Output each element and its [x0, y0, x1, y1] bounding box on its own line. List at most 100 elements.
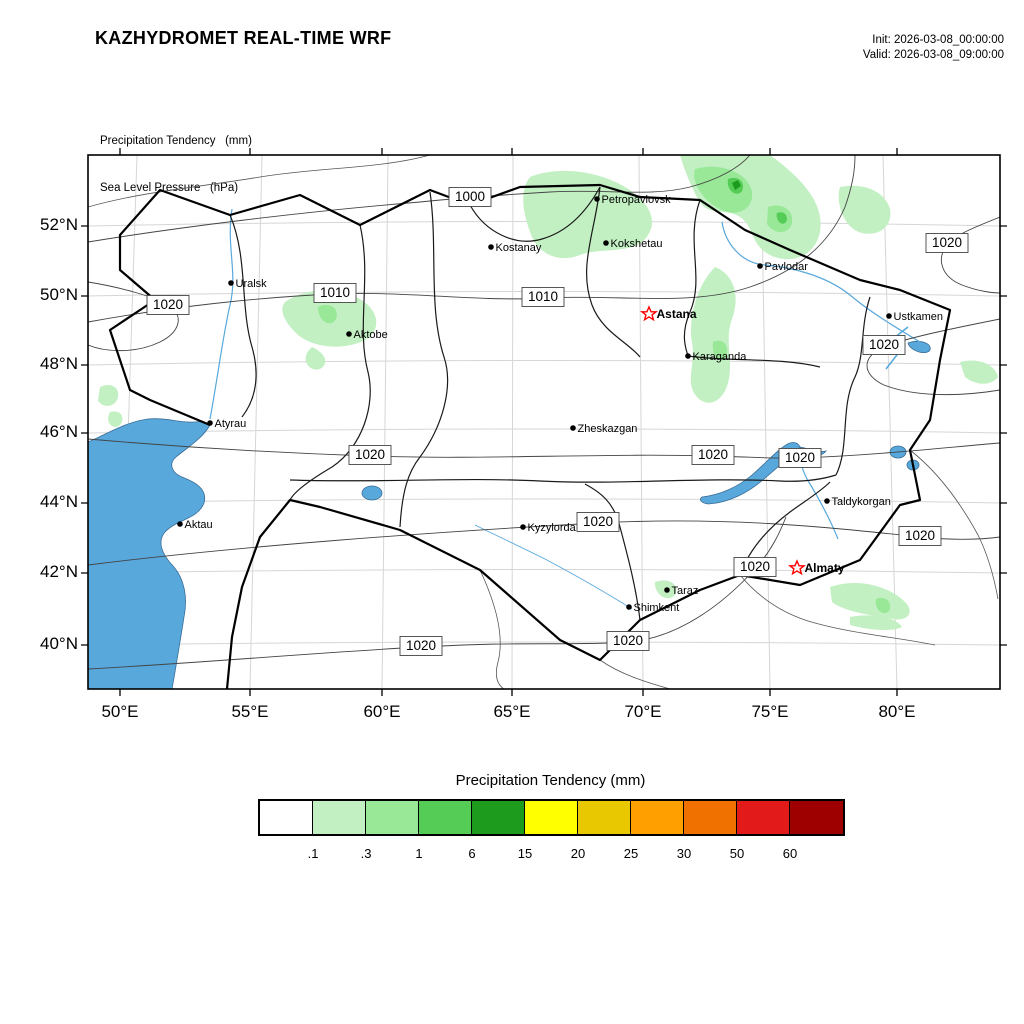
precip-patch-light: [690, 267, 736, 403]
precip-patch-medium: [318, 304, 337, 324]
oblast-boundary: [739, 481, 831, 576]
svg-text:1020: 1020: [153, 297, 183, 312]
isobar: [940, 216, 1000, 294]
model-times: Init: 2026-03-08_00:00:00 Valid: 2026-03…: [863, 33, 1004, 63]
syr-darya-river: [474, 524, 633, 610]
svg-text:1020: 1020: [785, 450, 815, 465]
colorbar-cell: [578, 801, 631, 834]
city-dot: [664, 587, 670, 593]
isobar: [88, 155, 751, 243]
neighbor-border: [909, 449, 999, 600]
city-dot: [626, 604, 632, 610]
pressure-label: 1010: [313, 283, 357, 303]
city-label: Zheskazgan: [578, 423, 638, 435]
legend-tick-label: 1: [415, 846, 423, 861]
field-labels: Precipitation Tendency (mm) Sea Level Pr…: [100, 103, 252, 227]
lon-tick-label: 75°E: [751, 702, 789, 721]
isobar: [866, 318, 1000, 396]
svg-text:1020: 1020: [583, 514, 613, 529]
city-marker: Zheskazgan: [570, 423, 637, 435]
city-marker: Taraz: [664, 585, 698, 597]
city-dot: [603, 240, 609, 246]
svg-text:1020: 1020: [869, 337, 899, 352]
axis-ticks: [81, 148, 1007, 696]
precip-patch-light: [98, 385, 119, 406]
neighbor-country-borders: [88, 155, 999, 689]
precip-patch-heavy: [776, 212, 787, 224]
pressure-label: 1000: [448, 187, 492, 207]
star-icon: [787, 559, 807, 576]
legend-tick-label: 6: [468, 846, 476, 861]
pressure-label: 1020: [691, 445, 735, 465]
isobar: [88, 155, 856, 323]
colorbar-cell: [684, 801, 737, 834]
city-dot: [177, 521, 183, 527]
city-marker: Taldykorgan: [824, 496, 891, 508]
lon-tick-label: 70°E: [624, 702, 662, 721]
city-label: Atyrau: [215, 418, 247, 430]
svg-text:1010: 1010: [320, 285, 350, 300]
init-time: Init: 2026-03-08_00:00:00: [872, 34, 1004, 46]
oblast-boundary: [584, 483, 641, 621]
pressure-label: 1020: [576, 512, 620, 532]
oblast-boundaries: [229, 186, 871, 621]
legend-tick-label: 15: [517, 846, 533, 861]
colorbar-cell: [419, 801, 472, 834]
irtysh-river: [721, 221, 926, 346]
lon-tick-label: 65°E: [493, 702, 531, 721]
city-marker: Karaganda: [685, 351, 747, 363]
city-markers: Petropavlovsk Kostanay Kokshetau Pavloda…: [177, 194, 943, 614]
neighbor-border: [599, 659, 671, 689]
city-dot: [346, 331, 352, 337]
city-dot: [488, 244, 494, 250]
isobar-contours: [88, 155, 1000, 670]
city-label: Taldykorgan: [832, 496, 891, 508]
pressure-label: 1020: [348, 445, 392, 465]
pressure-label: 1020: [925, 233, 969, 253]
colorbar-cell: [366, 801, 419, 834]
neighbor-border: [88, 155, 431, 208]
capital-marker: Almaty: [787, 559, 845, 576]
aral-sea-tip: [361, 485, 383, 501]
city-label: Aktau: [185, 519, 213, 531]
precip-patch-medium: [712, 340, 728, 361]
isobar: [88, 438, 1000, 459]
city-label: Shimkent: [634, 602, 680, 614]
city-marker: Petropavlovsk: [594, 194, 671, 206]
legend-tick-label: 25: [623, 846, 639, 861]
precip-patch-intense: [732, 180, 741, 190]
city-marker: Kokshetau: [603, 238, 662, 250]
page-title: KAZHYDROMET REAL-TIME WRF: [95, 28, 392, 48]
lat-tick-label: 52°N: [40, 215, 78, 234]
rivers: [209, 208, 926, 610]
city-marker: Aktau: [177, 519, 213, 531]
pressure-label: 1020: [146, 295, 190, 315]
city-label: Kyzylorda: [528, 522, 577, 534]
valid-time: Valid: 2026-03-08_09:00:00: [862, 48, 1004, 61]
city-marker: Pavlodar: [757, 261, 808, 273]
oblast-boundary: [586, 186, 641, 358]
city-marker: Uralsk: [228, 278, 267, 290]
city-label: Taraz: [672, 585, 699, 597]
neighbor-border: [739, 574, 936, 646]
pressure-label: 1010: [521, 287, 565, 307]
city-dot: [685, 353, 691, 359]
city-label: Uralsk: [236, 278, 268, 290]
oblast-boundary: [229, 214, 257, 418]
colorbar-cell: [737, 801, 790, 834]
lat-tick-label: 42°N: [40, 562, 78, 581]
city-marker: Kyzylorda: [520, 522, 577, 534]
kazakhstan-border: [108, 183, 952, 689]
lat-tick-label: 40°N: [40, 634, 78, 653]
ural-river: [209, 208, 234, 420]
pressure-label: 1020: [733, 557, 777, 577]
pressure-label: 1020: [898, 526, 942, 546]
capital-label: Astana: [657, 307, 697, 321]
legend-tick-label: .1: [307, 846, 319, 861]
legend-tick-label: 30: [676, 846, 692, 861]
city-label: Aktobe: [354, 329, 388, 341]
lat-tick-label: 48°N: [40, 354, 78, 373]
legend-title: Precipitation Tendency (mm): [455, 772, 646, 789]
svg-text:1020: 1020: [613, 633, 643, 648]
